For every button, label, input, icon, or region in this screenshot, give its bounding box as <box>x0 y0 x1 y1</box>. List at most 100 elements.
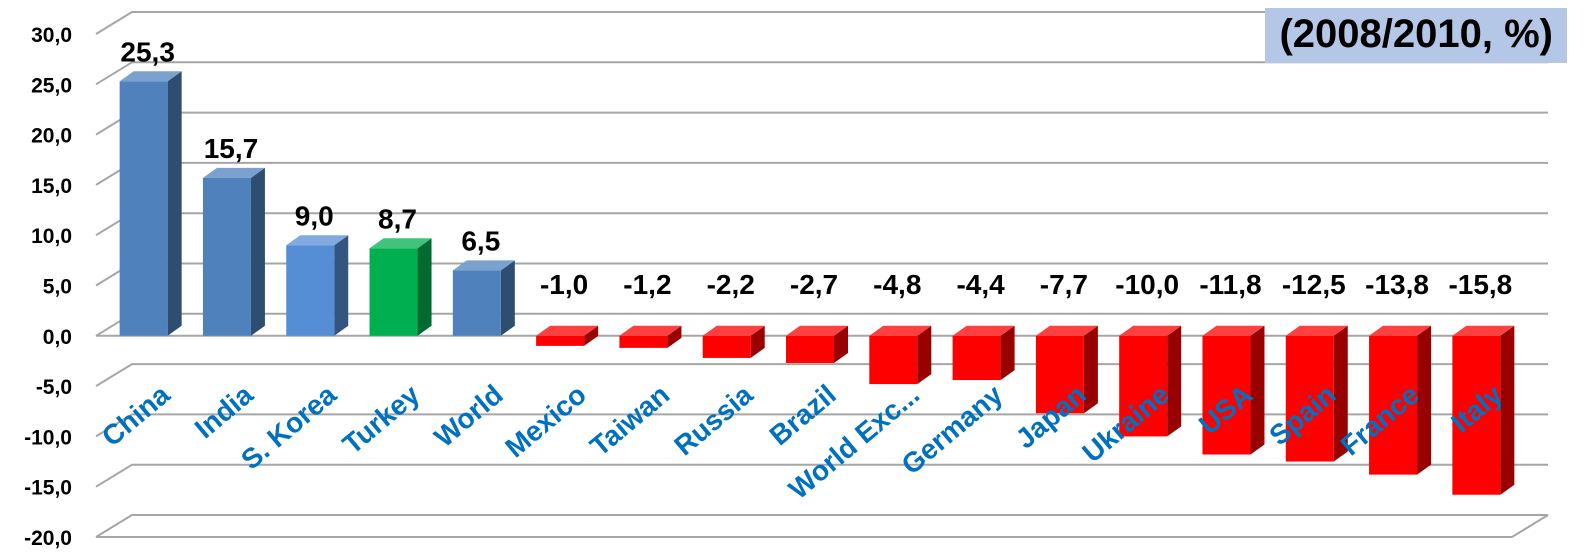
y-tick-label: 25,0 <box>31 74 72 97</box>
bar-top <box>1369 325 1432 336</box>
bar-side <box>500 260 515 336</box>
bar-top <box>1119 325 1182 336</box>
bar-top <box>619 325 682 336</box>
gridline <box>95 161 1548 186</box>
bar-front <box>119 81 168 336</box>
bar: 8,7 Turkey <box>337 203 432 460</box>
bar-front <box>1035 335 1084 414</box>
bar: 15,7 India <box>189 133 265 444</box>
category-label: Mexico <box>499 379 592 464</box>
category-label: Taiwan <box>584 379 675 462</box>
category-label: Russia <box>668 378 759 461</box>
bar-front <box>619 335 668 348</box>
bar-side <box>834 325 848 363</box>
bar: -1,2 Taiwan <box>584 269 682 462</box>
bar-top <box>286 235 349 246</box>
bar-side <box>667 325 682 348</box>
data-label: -13,8 <box>1365 269 1429 300</box>
y-tick-label: 10,0 <box>31 225 72 248</box>
bar-front <box>1285 335 1334 462</box>
bar-front <box>786 335 834 363</box>
data-label: -1,0 <box>540 269 588 300</box>
category-label: India <box>189 378 259 444</box>
gridline <box>95 111 1548 136</box>
bar-front <box>1452 335 1501 495</box>
bar-side <box>1417 325 1432 475</box>
y-tick-label: 0,0 <box>43 326 72 349</box>
gridline <box>95 61 1548 86</box>
data-label: 6,5 <box>461 225 500 256</box>
bar-top <box>1202 325 1265 336</box>
bar-front <box>202 177 251 336</box>
bar-front <box>869 335 918 385</box>
bar-side <box>750 325 765 358</box>
bar-side <box>917 325 932 385</box>
y-tick-label: -10,0 <box>24 426 72 449</box>
category-label: S. Korea <box>235 378 342 475</box>
bar-top <box>536 325 599 336</box>
bar-side <box>417 238 432 336</box>
bar: -2,2 Russia <box>668 269 765 461</box>
chart-title: (2008/2010, %) <box>1265 8 1567 63</box>
bar-front <box>369 248 418 336</box>
y-tick-label: -20,0 <box>24 527 72 550</box>
bar-top <box>119 71 182 82</box>
data-label: 15,7 <box>204 133 259 164</box>
data-label: 9,0 <box>295 200 334 231</box>
data-label: -4,8 <box>873 269 921 300</box>
bar-side <box>1500 325 1515 495</box>
y-axis-labels: 30,0 25,0 20,0 15,0 10,0 5,0 0,0 -5,0 -10,0 -15,0… <box>24 24 72 550</box>
bar-front <box>1369 335 1418 475</box>
bar-top <box>202 167 265 178</box>
y-tick-label: 30,0 <box>31 24 72 47</box>
bar-top <box>1035 325 1098 336</box>
y-tick-label: 5,0 <box>43 276 72 299</box>
data-label: -1,2 <box>623 269 671 300</box>
bar-side <box>167 71 182 336</box>
bar-top <box>369 238 432 249</box>
bar-side <box>1000 325 1015 381</box>
bar-front <box>702 335 751 358</box>
bar-front <box>1119 335 1168 437</box>
bar-side <box>1167 325 1182 437</box>
bar-top <box>1285 325 1348 336</box>
data-label: 8,7 <box>378 203 417 234</box>
y-tick-label: -5,0 <box>36 376 72 399</box>
data-label: -4,4 <box>956 269 1005 300</box>
bar-front <box>286 245 335 336</box>
bar-front <box>1202 335 1251 455</box>
floor-edge <box>96 514 1549 538</box>
bar: 6,5 World <box>428 225 515 453</box>
y-tick-label: -15,0 <box>24 477 72 500</box>
bar-top <box>1452 325 1515 336</box>
category-label: Turkey <box>337 378 426 460</box>
data-label: -2,7 <box>790 269 838 300</box>
bar-side <box>584 325 599 346</box>
bar-top <box>952 325 1015 336</box>
bar-top <box>702 325 765 336</box>
data-label: 25,3 <box>120 36 175 67</box>
data-label: -2,2 <box>707 269 755 300</box>
bar-side <box>1333 325 1348 462</box>
category-label: World <box>428 379 508 453</box>
y-tick-label: 20,0 <box>31 125 72 148</box>
gridline <box>95 463 1548 488</box>
bar-side <box>250 167 265 336</box>
data-label: -10,0 <box>1115 269 1179 300</box>
bar-top <box>452 260 515 271</box>
data-label: -11,8 <box>1199 269 1261 300</box>
bar-side <box>334 235 349 336</box>
bar-top <box>786 325 848 336</box>
data-label: -12,5 <box>1282 269 1346 300</box>
data-label: -7,7 <box>1040 269 1088 300</box>
bar-front <box>952 335 1001 381</box>
